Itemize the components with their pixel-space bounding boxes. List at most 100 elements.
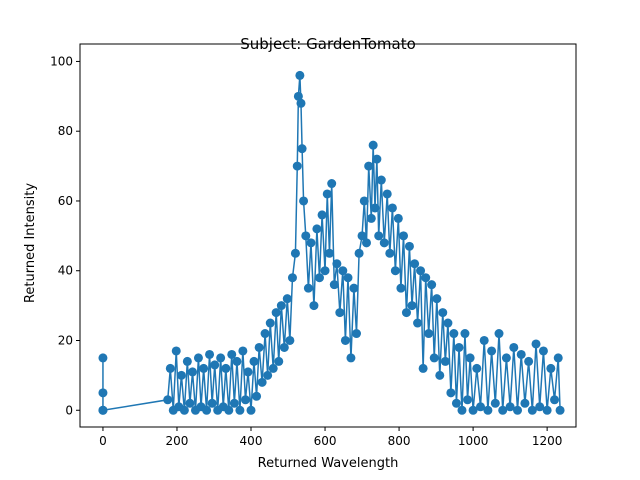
data-point bbox=[335, 308, 345, 318]
data-point bbox=[299, 196, 309, 206]
data-point bbox=[285, 335, 295, 345]
data-point bbox=[182, 356, 192, 366]
x-tick-label: 0 bbox=[99, 434, 107, 448]
data-point bbox=[224, 405, 234, 415]
data-point bbox=[354, 248, 364, 258]
data-point bbox=[346, 353, 356, 363]
data-point bbox=[163, 395, 173, 405]
data-point bbox=[457, 405, 467, 415]
data-point bbox=[399, 231, 409, 241]
data-point bbox=[494, 329, 504, 339]
data-point bbox=[235, 405, 245, 415]
data-point bbox=[520, 398, 530, 408]
data-point bbox=[252, 391, 262, 401]
y-tick-label: 80 bbox=[58, 124, 73, 138]
data-point bbox=[553, 353, 563, 363]
data-point bbox=[312, 224, 322, 234]
x-tick-label: 1000 bbox=[458, 434, 489, 448]
data-point bbox=[446, 388, 456, 398]
data-point bbox=[538, 346, 548, 356]
data-point bbox=[98, 388, 108, 398]
data-point bbox=[210, 360, 220, 370]
data-point bbox=[416, 266, 426, 276]
data-point bbox=[483, 405, 493, 415]
data-point bbox=[193, 353, 203, 363]
data-point bbox=[476, 402, 486, 412]
data-point bbox=[542, 405, 552, 415]
data-point bbox=[396, 283, 406, 293]
data-point bbox=[179, 405, 189, 415]
data-point bbox=[301, 231, 311, 241]
data-point bbox=[260, 329, 270, 339]
data-point bbox=[382, 189, 392, 199]
data-point bbox=[424, 329, 434, 339]
data-point bbox=[282, 294, 292, 304]
data-point bbox=[276, 301, 286, 311]
data-point bbox=[413, 318, 423, 328]
data-point bbox=[205, 349, 215, 359]
data-point bbox=[343, 273, 353, 283]
data-point bbox=[227, 349, 237, 359]
data-point bbox=[306, 238, 316, 248]
data-point bbox=[498, 405, 508, 415]
x-tick-label: 600 bbox=[314, 434, 337, 448]
data-point bbox=[410, 259, 420, 269]
data-point bbox=[240, 395, 250, 405]
data-point bbox=[327, 179, 337, 189]
data-point bbox=[271, 308, 281, 318]
data-point bbox=[176, 370, 186, 380]
axes-frame bbox=[79, 43, 577, 428]
data-point bbox=[320, 266, 330, 276]
data-point bbox=[352, 329, 362, 339]
data-point bbox=[555, 405, 565, 415]
data-point bbox=[372, 154, 382, 164]
data-point bbox=[293, 91, 303, 101]
data-point bbox=[401, 308, 411, 318]
data-point bbox=[364, 161, 374, 171]
data-point bbox=[427, 280, 437, 290]
data-point bbox=[254, 342, 264, 352]
data-point bbox=[546, 363, 556, 373]
data-point bbox=[98, 353, 108, 363]
data-point bbox=[460, 329, 470, 339]
data-point bbox=[171, 346, 181, 356]
data-point bbox=[550, 395, 560, 405]
data-point bbox=[221, 363, 231, 373]
data-point bbox=[487, 346, 497, 356]
y-tick-label: 60 bbox=[58, 194, 73, 208]
x-tick-label: 1200 bbox=[532, 434, 563, 448]
x-tick-label: 400 bbox=[240, 434, 263, 448]
data-point bbox=[359, 196, 369, 206]
data-point bbox=[265, 318, 275, 328]
data-point bbox=[535, 402, 545, 412]
data-point bbox=[472, 363, 482, 373]
data-point bbox=[438, 308, 448, 318]
data-point bbox=[216, 353, 226, 363]
data-point bbox=[509, 342, 519, 352]
data-point bbox=[432, 294, 442, 304]
data-point bbox=[249, 356, 259, 366]
data-point bbox=[501, 353, 511, 363]
x-axis-label: Returned Wavelength bbox=[258, 456, 399, 471]
data-point bbox=[246, 405, 256, 415]
data-point bbox=[165, 363, 175, 373]
data-point bbox=[404, 241, 414, 251]
data-point bbox=[374, 231, 384, 241]
data-point bbox=[332, 259, 342, 269]
data-point bbox=[479, 335, 489, 345]
data-point bbox=[238, 346, 248, 356]
data-point bbox=[361, 238, 371, 248]
data-point bbox=[207, 398, 217, 408]
data-point bbox=[468, 405, 478, 415]
data-point bbox=[418, 363, 428, 373]
data-point bbox=[385, 248, 395, 258]
y-tick-label: 20 bbox=[58, 333, 73, 347]
data-point bbox=[243, 367, 253, 377]
data-point bbox=[199, 363, 209, 373]
data-point bbox=[429, 353, 439, 363]
data-point bbox=[297, 144, 307, 154]
data-point bbox=[513, 405, 523, 415]
data-point bbox=[357, 231, 367, 241]
data-point bbox=[463, 395, 473, 405]
